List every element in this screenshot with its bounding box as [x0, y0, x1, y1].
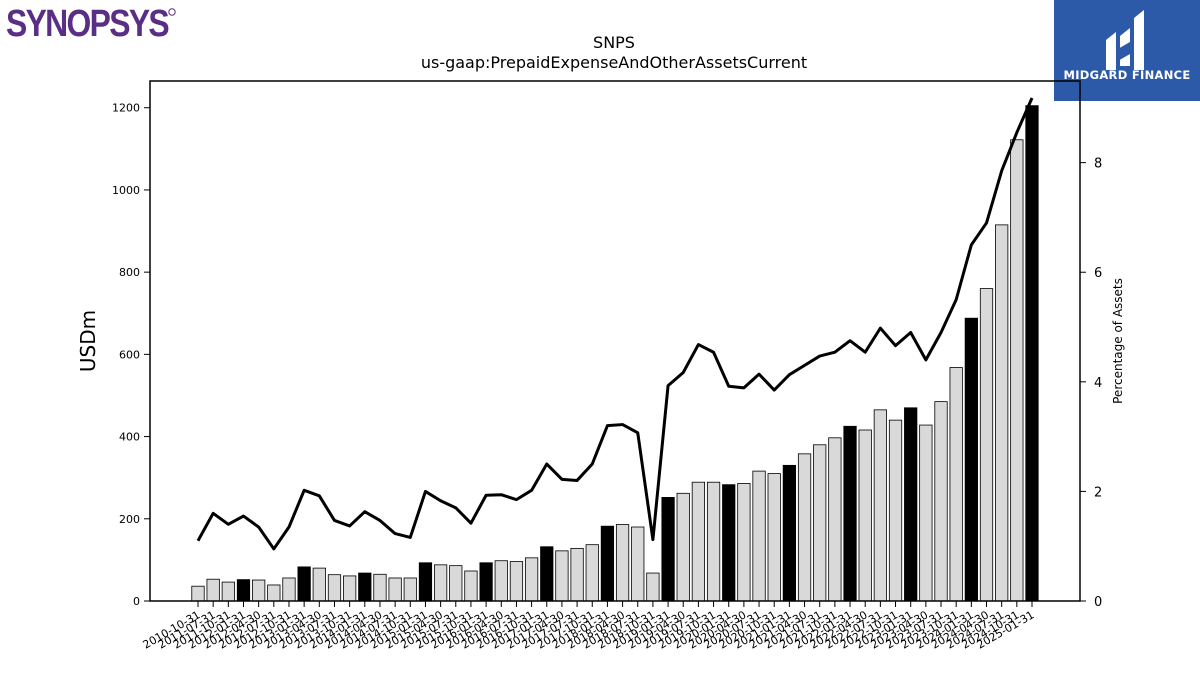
bar [919, 424, 933, 602]
y-tick-label: 1000 [112, 184, 140, 197]
midgard-mark-icon [1106, 10, 1144, 70]
bar [509, 561, 524, 602]
bar [752, 470, 766, 602]
bar [221, 581, 235, 602]
bar [494, 560, 508, 602]
y-tick-label: 600 [119, 348, 140, 361]
y-axis-label: USDm [76, 310, 100, 372]
y2-tick-label: 0 [1094, 595, 1102, 610]
bar [570, 547, 584, 602]
bar [737, 483, 751, 602]
bar [191, 585, 205, 602]
bar [479, 562, 493, 602]
line-group [196, 97, 1034, 551]
bar [358, 572, 372, 602]
bar [904, 407, 918, 602]
bar [267, 584, 281, 602]
bar [691, 481, 706, 602]
y2-tick-label: 2 [1094, 485, 1102, 500]
bar [403, 577, 417, 602]
bar [888, 419, 903, 602]
bar [828, 437, 842, 602]
bar [373, 573, 387, 602]
y2-tick-label: 6 [1094, 266, 1102, 281]
synopsys-logo: SYNOPSYS [4, 2, 184, 46]
x-axis: 2010-10-312011-07-312011-10-312012-01-31… [141, 601, 1037, 652]
bar [676, 492, 690, 602]
bar [858, 429, 872, 602]
bar [995, 224, 1009, 602]
bar [206, 578, 220, 602]
bar [813, 444, 827, 602]
bar [873, 409, 887, 602]
y2-axis-label: Percentage of Assets [1111, 278, 1125, 404]
y-tick-label: 200 [119, 513, 140, 526]
bar [631, 526, 645, 602]
bar [661, 497, 675, 602]
bar [236, 579, 251, 602]
y-tick-label: 1200 [112, 102, 140, 115]
bar [1025, 105, 1039, 602]
bar [343, 575, 357, 602]
bar [418, 562, 433, 602]
bar [767, 473, 781, 602]
bar [388, 577, 402, 602]
bar [797, 453, 812, 602]
bar [555, 550, 569, 602]
bar [297, 566, 311, 602]
bar-group [191, 105, 1039, 602]
midgard-finance-logo: MIDGARD FINANCE [1054, 0, 1200, 101]
bar [615, 524, 630, 602]
chart-title: SNPS [593, 33, 635, 52]
midgard-finance-text: MIDGARD FINANCE [1063, 68, 1191, 82]
bar [706, 481, 721, 602]
bar [252, 579, 266, 602]
y-axis-left: 0 200 400 600 800 1000 1200 [112, 102, 150, 608]
percentage-line [196, 97, 1034, 551]
bar [782, 464, 796, 602]
bar [979, 288, 994, 602]
svg-text:SYNOPSYS: SYNOPSYS [6, 3, 169, 45]
y-tick-label: 400 [119, 431, 140, 444]
bar [646, 572, 660, 602]
y-tick-label: 800 [119, 266, 140, 279]
chart-subtitle: us-gaap:PrepaidExpenseAndOtherAssetsCurr… [421, 53, 807, 72]
y-tick-label: 0 [133, 595, 140, 608]
bar [722, 484, 736, 602]
y2-tick-label: 8 [1094, 157, 1102, 172]
bar [282, 577, 296, 602]
bar [464, 570, 478, 602]
bar [540, 546, 554, 602]
bar [843, 425, 857, 602]
bar [327, 574, 342, 602]
bar [949, 367, 963, 602]
bar [524, 557, 539, 602]
plot-frame [149, 80, 1081, 602]
bar [1010, 139, 1024, 602]
y-axis-right: 0 2 4 6 8 [1080, 157, 1102, 610]
bar [433, 564, 448, 602]
bar [585, 544, 599, 602]
bar [312, 567, 326, 602]
bar [600, 525, 615, 602]
bar [449, 565, 463, 602]
bar [964, 317, 978, 602]
bar [934, 401, 948, 602]
y2-tick-label: 4 [1094, 376, 1102, 391]
